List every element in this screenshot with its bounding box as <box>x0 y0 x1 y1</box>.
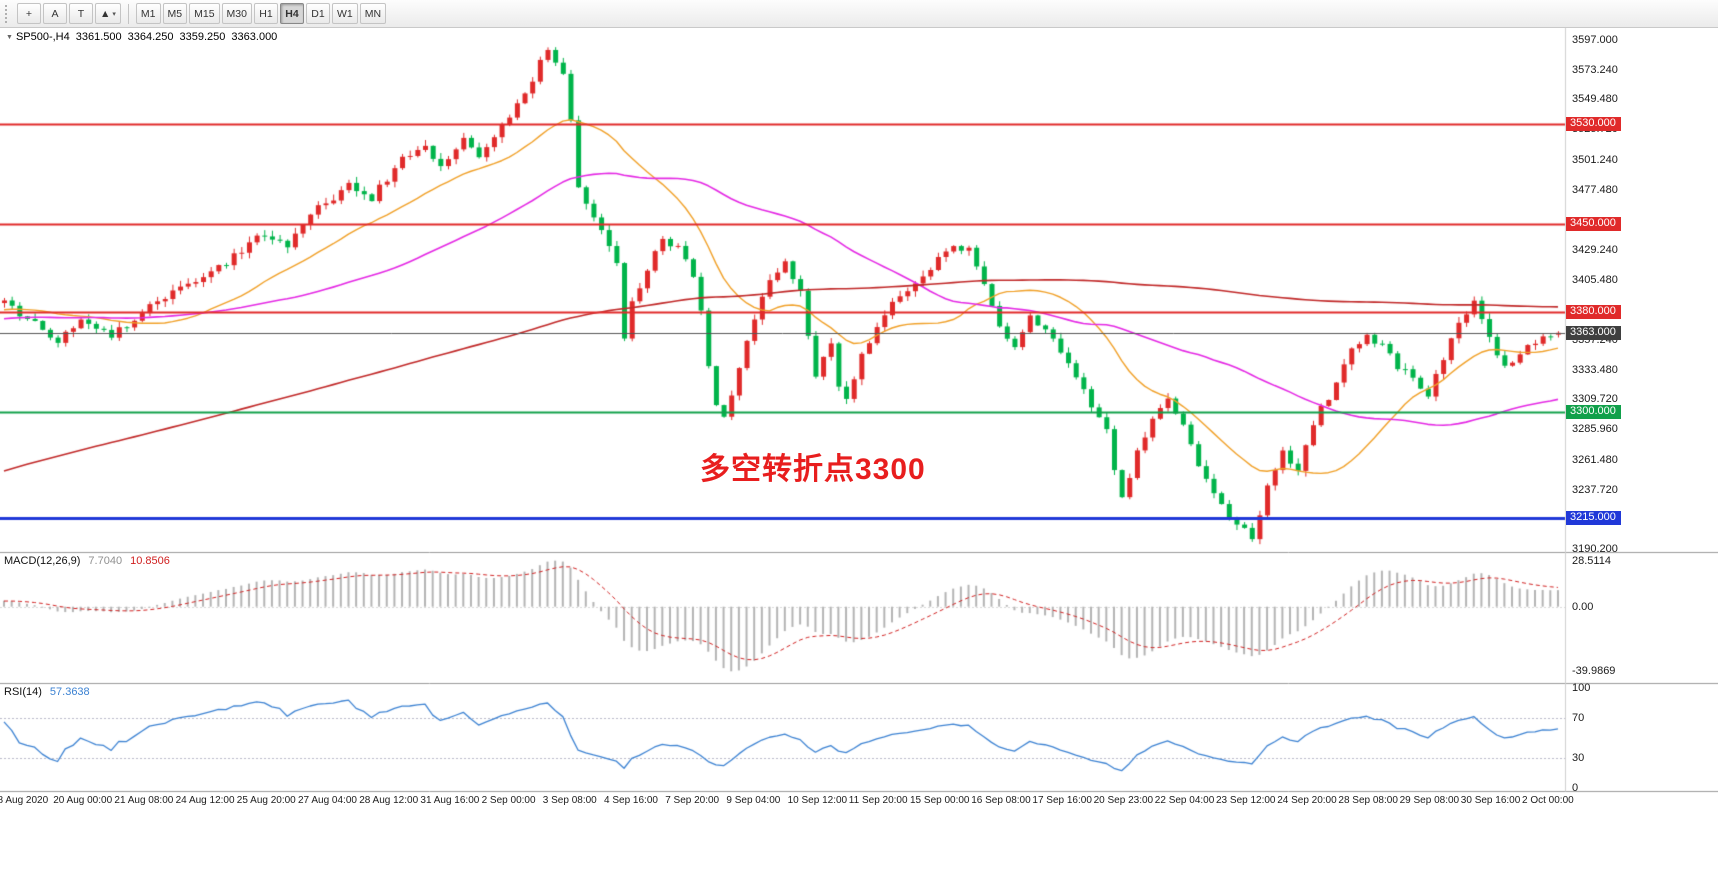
chart-area: ▼ SP500-,H4 3361.500 3364.250 3359.250 3363.0… <box>0 28 1718 893</box>
time-axis-label: 29 Sep 08:00 <box>1399 795 1460 806</box>
symbol-name: SP500-,H4 <box>15 31 70 43</box>
timeframe-button-h1[interactable]: H1 <box>253 3 278 24</box>
time-axis-label: 24 Sep 20:00 <box>1277 795 1337 806</box>
timeframe-button-d1[interactable]: D1 <box>305 3 330 24</box>
bar-close-value: 3363.000 <box>231 31 278 43</box>
chart-text-annotation[interactable]: 多空转折点3300 <box>700 453 926 486</box>
bar-low-value: 3359.250 <box>179 31 226 43</box>
time-axis-label: 18 Aug 2020 <box>0 795 49 806</box>
timeframe-button-m15[interactable]: M15 <box>189 3 220 24</box>
timeframe-button-m5[interactable]: M5 <box>162 3 188 24</box>
timeframe-buttons-group: M1 M5 M15 M30 H1 H4 D1 W1 MN <box>135 3 387 24</box>
time-axis-label: 7 Sep 20:00 <box>665 795 720 806</box>
price-axis-tick: 3477.480 <box>1572 183 1618 196</box>
bar-high-value: 3364.250 <box>127 31 174 43</box>
macd-axis-label: 0.00 <box>1572 600 1594 613</box>
time-axis-label: 23 Sep 12:00 <box>1216 795 1276 806</box>
price-axis-tick: 3237.720 <box>1572 483 1618 496</box>
text-tool[interactable]: A <box>43 3 67 24</box>
time-axis-label: 15 Sep 00:00 <box>910 795 970 806</box>
price-axis-tick: 3597.000 <box>1572 34 1618 46</box>
toolbar-drag-handle[interactable] <box>5 4 11 23</box>
shapes-tool[interactable]: ▲ ▾ <box>95 3 121 24</box>
price-level-chip: 3450.000 <box>1566 216 1621 231</box>
time-axis-label: 20 Sep 23:00 <box>1093 795 1154 806</box>
crosshair-tool[interactable]: + <box>17 3 41 24</box>
time-axis-label: 22 Sep 04:00 <box>1154 795 1215 806</box>
price-level-chip: 3530.000 <box>1566 116 1621 131</box>
macd-name: MACD(12,26,9) <box>4 555 81 567</box>
price-axis-tick: 3429.240 <box>1572 243 1618 256</box>
price-level-chip: 3300.000 <box>1566 404 1621 419</box>
price-axis-tick: 3549.480 <box>1572 93 1618 106</box>
drawing-tools-group: + A T ▲ ▾ <box>17 3 121 24</box>
time-axis-label: 21 Aug 08:00 <box>114 795 174 806</box>
time-axis-label: 31 Aug 16:00 <box>420 795 480 806</box>
timeframe-button-m30[interactable]: M30 <box>221 3 252 24</box>
macd-main-value: 7.7040 <box>88 555 123 567</box>
time-axis-label: 2 Sep 00:00 <box>481 795 536 806</box>
price-axis-tick: 3333.480 <box>1572 363 1618 376</box>
rsi-axis-label: 30 <box>1572 752 1585 764</box>
price-axis-tick: 3573.240 <box>1572 63 1618 76</box>
time-axis-label: 27 Aug 04:00 <box>298 795 357 806</box>
time-axis-label: 17 Sep 16:00 <box>1032 795 1092 806</box>
symbol-dropdown-icon[interactable]: ▼ <box>6 34 13 41</box>
price-axis-tick: 3501.240 <box>1572 153 1618 166</box>
price-chart-canvas[interactable] <box>0 28 1718 893</box>
time-axis-label: 4 Sep 16:00 <box>604 795 658 806</box>
rsi-indicator-label: RSI(14) 57.3638 <box>4 686 90 698</box>
rsi-axis-label: 100 <box>1572 682 1591 694</box>
macd-signal-value: 10.8506 <box>130 555 170 567</box>
bar-open-value: 3361.500 <box>75 31 122 43</box>
time-axis-label: 30 Sep 16:00 <box>1460 795 1521 806</box>
rsi-value: 57.3638 <box>49 686 90 698</box>
current-price-chip: 3363.000 <box>1566 325 1621 340</box>
time-axis-label: 20 Aug 00:00 <box>53 795 113 806</box>
price-axis-tick: 3261.480 <box>1572 453 1618 466</box>
time-axis-label: 24 Aug 12:00 <box>175 795 235 806</box>
time-axis-label: 10 Sep 12:00 <box>787 795 848 806</box>
label-tool[interactable]: T <box>69 3 93 24</box>
price-axis-tick: 3405.480 <box>1572 273 1618 286</box>
time-axis-label: 16 Sep 08:00 <box>971 795 1031 806</box>
time-axis-label: 9 Sep 04:00 <box>726 795 781 806</box>
timeframe-button-h4[interactable]: H4 <box>279 3 304 24</box>
rsi-axis-label: 70 <box>1572 712 1585 724</box>
price-axis-tick: 3285.960 <box>1572 423 1618 436</box>
symbol-info: ▼ SP500-,H4 3361.500 3364.250 3359.250 3363.0… <box>6 31 283 43</box>
macd-indicator-label: MACD(12,26,9) 7.7040 10.8506 <box>4 555 170 567</box>
rsi-axis-label: 0 <box>1572 782 1579 794</box>
rsi-name: RSI(14) <box>4 686 42 698</box>
timeframe-button-m1[interactable]: M1 <box>135 3 161 24</box>
time-axis-label: 25 Aug 20:00 <box>236 795 296 806</box>
macd-axis-label: 28.5114 <box>1572 554 1611 567</box>
time-axis-label: 28 Sep 08:00 <box>1338 795 1398 806</box>
time-axis-label: 3 Sep 08:00 <box>542 795 597 806</box>
price-axis-tick: 3190.200 <box>1572 543 1618 555</box>
time-axis-label: 11 Sep 20:00 <box>848 795 908 806</box>
price-axis-tick: 3309.720 <box>1572 393 1618 406</box>
dropdown-caret-icon: ▾ <box>112 10 116 18</box>
timeframe-button-mn[interactable]: MN <box>359 3 387 24</box>
toolbar-separator <box>127 3 129 24</box>
macd-axis-label: -39.9869 <box>1572 665 1616 678</box>
top-toolbar: + A T ▲ ▾ M1 M5 M15 M30 H1 H4 D1 W1 MN <box>0 0 1718 28</box>
time-axis-label: 2 Oct 00:00 <box>1522 795 1574 806</box>
timeframe-button-w1[interactable]: W1 <box>331 3 358 24</box>
time-axis-label: 28 Aug 12:00 <box>359 795 419 806</box>
price-level-chip: 3215.000 <box>1566 510 1621 525</box>
price-level-chip: 3380.000 <box>1566 304 1621 319</box>
